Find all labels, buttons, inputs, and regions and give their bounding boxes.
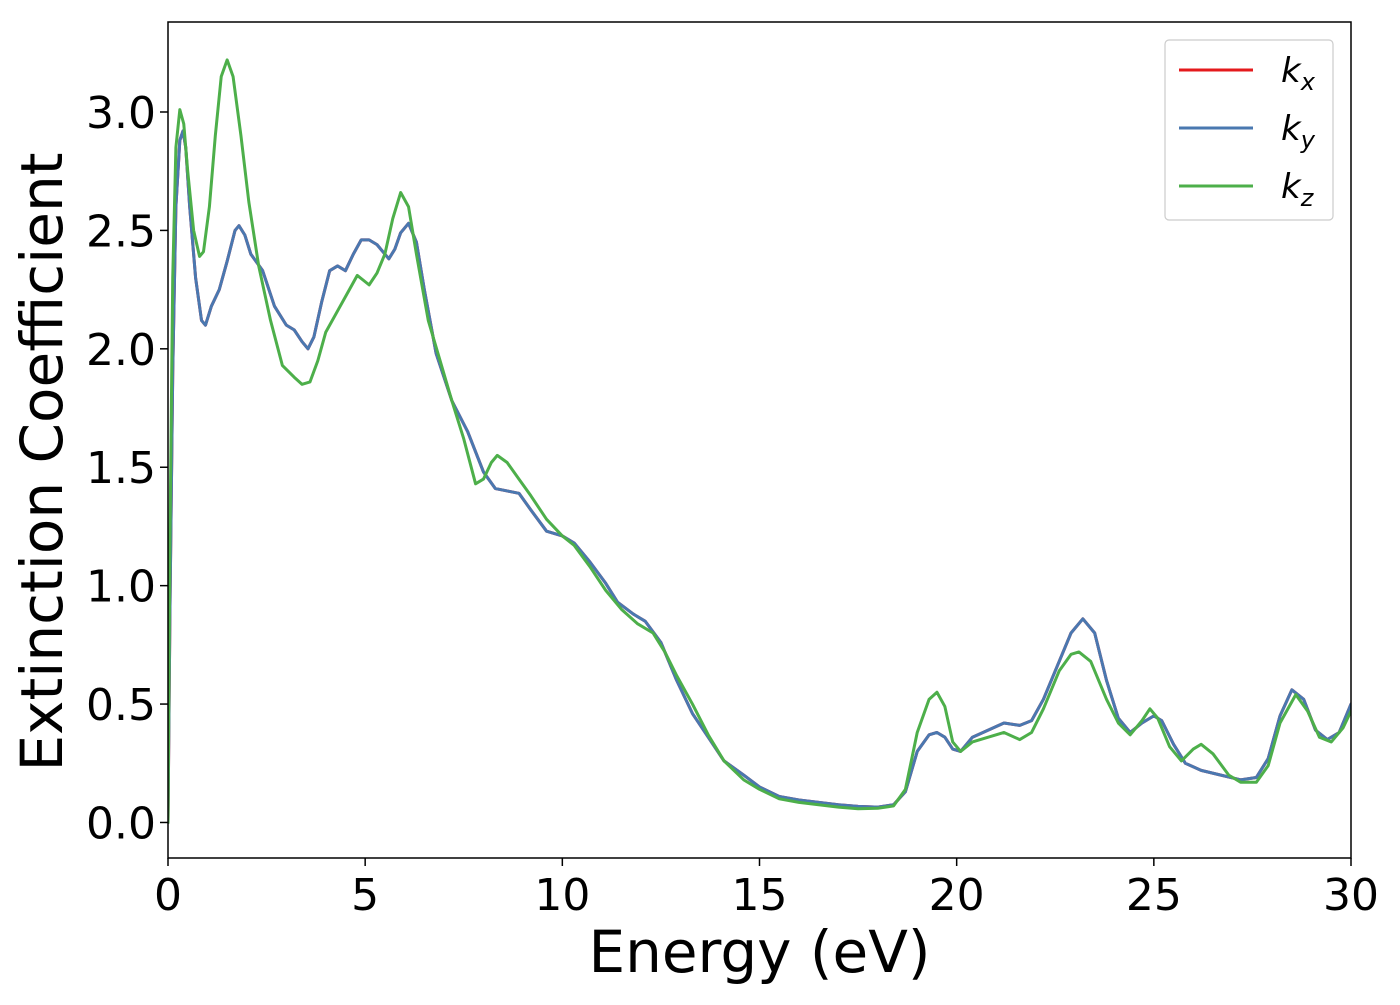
y-tick-label: 2.5 <box>86 206 156 257</box>
x-tick-label: 30 <box>1323 870 1379 921</box>
legend-label-x: kx <box>1281 51 1316 96</box>
series-line-x <box>168 129 1351 824</box>
x-tick-label: 15 <box>732 870 788 921</box>
legend-label-subscript: x <box>1300 68 1316 96</box>
x-tick-label: 10 <box>534 870 590 921</box>
y-tick-label: 2.0 <box>86 325 156 376</box>
series-line-y <box>168 129 1351 824</box>
y-tick-label: 1.5 <box>86 443 156 494</box>
legend-label-base: k <box>1281 51 1302 91</box>
x-tick-label: 25 <box>1126 870 1182 921</box>
y-tick-label: 0.5 <box>86 680 156 731</box>
y-axis-title: Extinction Coefficient <box>8 153 76 772</box>
x-tick-label: 5 <box>351 870 379 921</box>
y-tick-label: 3.0 <box>86 88 156 139</box>
legend-label-subscript: y <box>1300 126 1316 154</box>
x-tick-label: 0 <box>154 870 182 921</box>
x-axis-title: Energy (eV) <box>588 918 930 986</box>
legend-label-subscript: z <box>1300 184 1315 212</box>
series-line-z <box>168 58 1351 824</box>
ticks-layer: 0 5 10 15 20 25 30 0.0 0.5 1.0 1.5 2.0 2.5 3.0 <box>86 88 1379 921</box>
series-layer <box>168 58 1351 824</box>
legend-label-base: k <box>1281 167 1302 207</box>
legend-label-y: ky <box>1281 109 1316 154</box>
x-tick-label: 20 <box>929 870 985 921</box>
legend-label-z: kz <box>1281 167 1315 212</box>
y-tick-label: 1.0 <box>86 562 156 613</box>
legend-label-base: k <box>1281 109 1302 149</box>
y-tick-label: 0.0 <box>86 798 156 849</box>
legend-box <box>1164 39 1334 221</box>
